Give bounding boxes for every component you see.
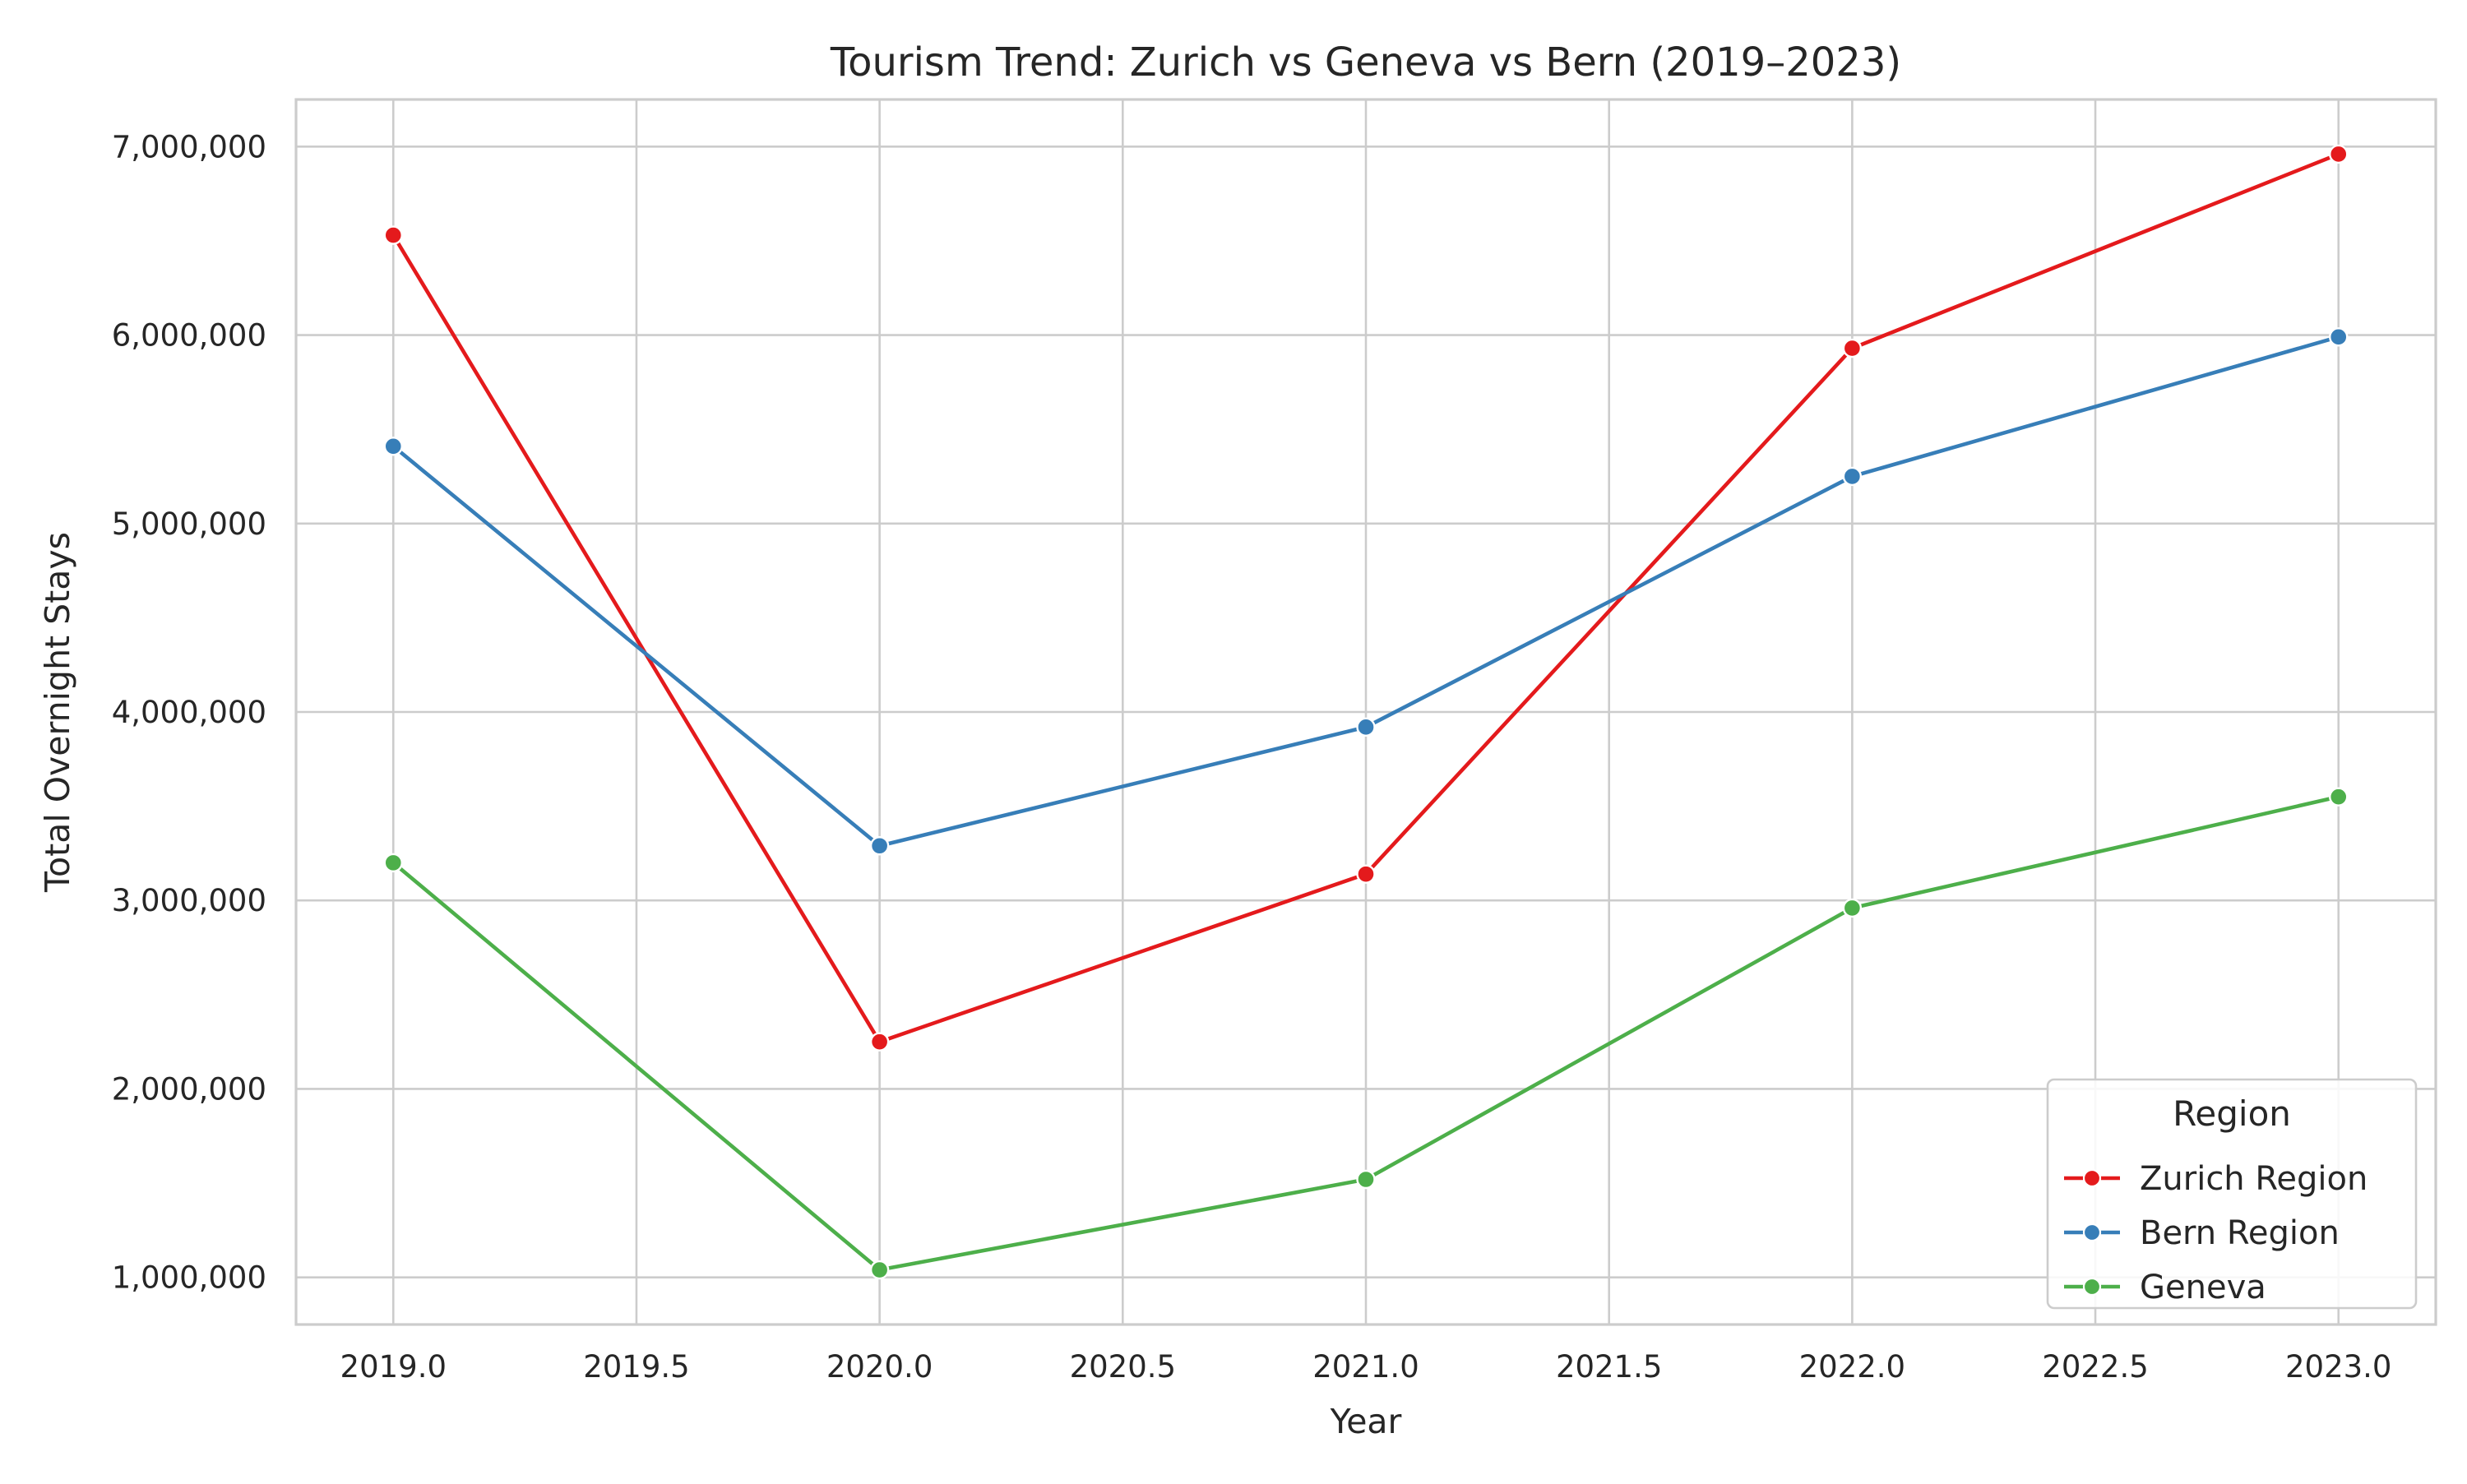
y-axis-label: Total Overnight Stays [38, 532, 77, 893]
data-point-geneva [2329, 787, 2349, 807]
data-point-geneva [1842, 898, 1863, 918]
x-tick-label: 2023.0 [2285, 1349, 2391, 1385]
y-tick-label: 3,000,000 [112, 883, 266, 918]
data-point-geneva [869, 1260, 890, 1280]
legend-swatch-marker [2082, 1277, 2102, 1297]
x-tick-label: 2019.0 [340, 1349, 447, 1385]
legend-item: Geneva [2064, 1269, 2266, 1306]
x-tick-label: 2020.5 [1070, 1349, 1176, 1385]
data-point-geneva [383, 853, 403, 873]
x-tick-label: 2019.5 [583, 1349, 689, 1385]
legend-label: Zurich Region [2140, 1160, 2367, 1198]
data-point-zurich-region [1356, 864, 1376, 884]
data-point-zurich-region [383, 225, 403, 245]
x-axis-label: Year [1330, 1402, 1402, 1441]
legend-items: Zurich Region Bern Region Geneva [2064, 1160, 2367, 1306]
data-point-zurich-region [869, 1032, 890, 1052]
x-tick-label: 2022.5 [2042, 1349, 2148, 1385]
x-tick-label: 2021.5 [1556, 1349, 1662, 1385]
legend-label: Bern Region [2140, 1214, 2340, 1252]
legend: Region Zurich Region Bern Region Geneva [2046, 1078, 2418, 1310]
legend-label: Geneva [2140, 1269, 2266, 1306]
y-axis-ticks: 1,000,000 2,000,000 3,000,000 4,000,000 5,00… [112, 129, 266, 1295]
data-point-zurich-region [2329, 144, 2349, 164]
y-tick-label: 5,000,000 [112, 506, 266, 542]
x-tick-label: 2022.0 [1799, 1349, 1905, 1385]
data-point-geneva [1356, 1169, 1376, 1190]
legend-title: Region [2173, 1093, 2291, 1134]
legend-item: Zurich Region [2064, 1160, 2367, 1198]
y-tick-label: 4,000,000 [112, 695, 266, 730]
legend-swatch-marker [2082, 1223, 2102, 1242]
data-point-bern-region [2329, 327, 2349, 347]
series-group [383, 144, 2349, 1280]
legend-swatch-marker [2082, 1168, 2102, 1188]
series-zurich-region [383, 144, 2349, 1052]
data-point-bern-region [1842, 466, 1863, 487]
legend-box [2046, 1078, 2418, 1310]
x-axis-ticks: 2019.0 2019.5 2020.0 2020.5 2021.0 2021.5 2022… [340, 1349, 2392, 1385]
data-point-bern-region [869, 836, 890, 856]
x-tick-label: 2020.0 [826, 1349, 933, 1385]
data-point-bern-region [383, 437, 403, 456]
series-bern-region [383, 327, 2349, 856]
x-tick-label: 2021.0 [1312, 1349, 1419, 1385]
chart-title: Tourism Trend: Zurich vs Geneva vs Bern … [830, 39, 1901, 86]
y-tick-label: 1,000,000 [112, 1260, 266, 1296]
y-tick-label: 2,000,000 [112, 1071, 266, 1107]
series-geneva [383, 787, 2349, 1280]
legend-item: Bern Region [2064, 1214, 2340, 1252]
plot-area [294, 98, 2437, 1326]
data-point-zurich-region [1842, 338, 1863, 358]
y-tick-label: 7,000,000 [112, 129, 266, 164]
y-tick-label: 6,000,000 [112, 318, 266, 354]
data-point-bern-region [1356, 717, 1376, 737]
